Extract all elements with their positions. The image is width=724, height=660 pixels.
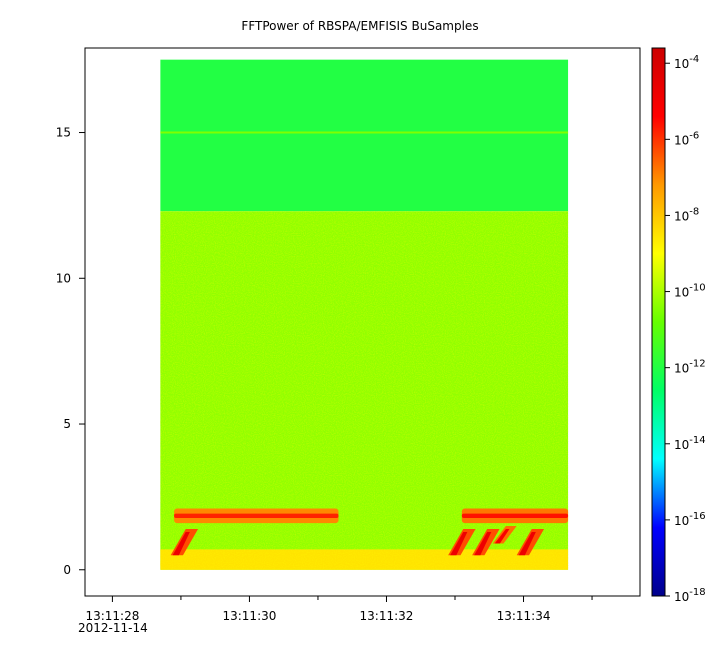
colorbar-tick-label: 10-18 <box>674 587 706 604</box>
colorbar-tick-label: 10-12 <box>674 359 706 376</box>
colorbar-tick-label: 10-6 <box>674 130 699 147</box>
x-tick-label: 13:11:28 <box>85 609 139 623</box>
burst-band-core-1 <box>461 513 569 519</box>
burst-chorus-core-3 <box>450 531 468 556</box>
y-tick-label: 15 <box>56 126 71 140</box>
y-axis: 0 5 10 15 <box>56 126 85 577</box>
colorbar-tick-label: 10-16 <box>674 511 706 528</box>
x-tick-label: 13:11:34 <box>497 609 551 623</box>
colorbar-ticks: 10-4 10-6 10-8 10-10 10-12 10-14 10-16 10-18 <box>665 54 706 604</box>
burst-chorus-core-6 <box>518 531 536 556</box>
burst-chorus-core-2 <box>172 531 190 556</box>
colorbar-tick-label: 10-14 <box>674 435 706 452</box>
burst-chorus-core-5 <box>494 529 510 544</box>
x-tick-label: 13:11:32 <box>360 609 414 623</box>
colorbar-scale <box>651 47 666 597</box>
x-axis-date-label: 2012-11-14 <box>78 621 148 635</box>
plot-area <box>84 47 641 597</box>
burst-band-core-0 <box>174 513 339 519</box>
burst-chorus-core-4 <box>474 531 492 556</box>
y-tick-label: 0 <box>63 563 71 577</box>
chart-title: FFTPower of RBSPA/EMFISIS BuSamples <box>241 19 478 33</box>
colorbar-tick-label: 10-4 <box>674 54 699 71</box>
heatmap-region-0 <box>160 59 569 212</box>
y-tick-label: 10 <box>56 271 71 285</box>
x-tick-label: 13:11:30 <box>222 609 276 623</box>
colorbar-tick-label: 10-10 <box>674 283 706 300</box>
heatmap-cells <box>160 59 569 570</box>
x-axis: 13:11:28 13:11:30 13:11:32 13:11:34 <box>85 596 593 623</box>
y-tick-label: 5 <box>63 417 71 431</box>
colorbar-tick-label: 10-8 <box>674 206 699 223</box>
colorbar: 10-4 10-6 10-8 10-10 10-12 10-14 10-16 10-18 <box>651 47 706 604</box>
